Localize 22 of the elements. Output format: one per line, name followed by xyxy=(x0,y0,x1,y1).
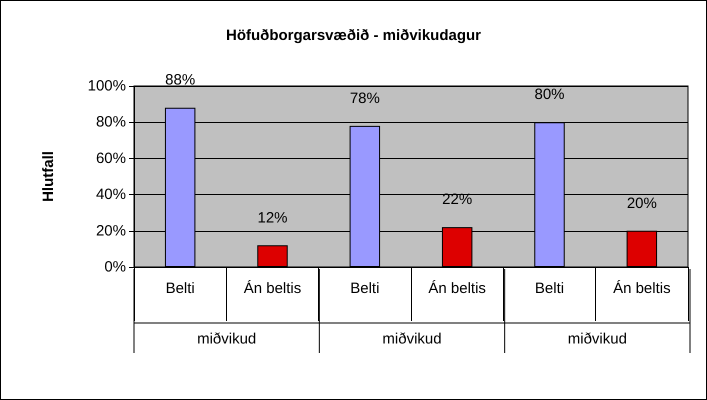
y-axis-title: Hlutfall xyxy=(40,151,57,202)
x-tick-label: Belti xyxy=(166,280,195,297)
y-tick-label: 60% xyxy=(96,150,126,167)
x-tick-label: Belti xyxy=(350,280,380,297)
x-tick-label: Án beltis xyxy=(613,279,671,297)
y-tick-label: 0% xyxy=(104,258,126,276)
data-label: 20% xyxy=(626,194,657,212)
text: miðvikud xyxy=(568,330,627,348)
x-tick-label: Án beltis xyxy=(428,279,486,297)
data-label: 80% xyxy=(534,86,565,104)
x-tick-label: Belti xyxy=(534,280,564,297)
y-tick-label: 80% xyxy=(96,114,126,131)
y-tick-label: 20% xyxy=(96,222,126,240)
data-label: 12% xyxy=(257,209,288,226)
text: miðvikud xyxy=(197,330,256,348)
data-label: 78% xyxy=(350,90,380,107)
y-tick-label: 40% xyxy=(96,186,126,204)
y-tick-label: 100% xyxy=(88,78,126,94)
text: miðvikud xyxy=(382,330,442,348)
chart-title: Höfuðborgarsvæðið - miðvikudagur xyxy=(226,27,482,44)
x-tick-label: Án beltis xyxy=(244,279,302,297)
data-label: 88% xyxy=(165,72,196,89)
